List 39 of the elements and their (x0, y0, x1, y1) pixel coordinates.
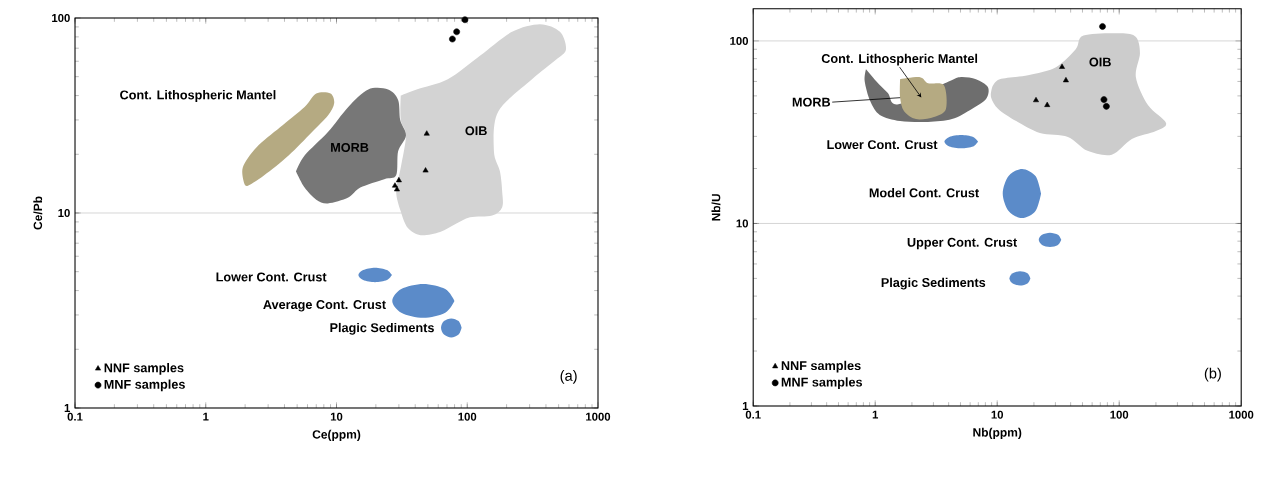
text: MORB (792, 97, 831, 107)
x-tick-label: 10 (991, 410, 1004, 419)
series-label: Lower Cont. Crust (827, 140, 938, 150)
y-axis-title: Nb/U (711, 194, 721, 221)
x-tick-label: 1000 (586, 412, 611, 421)
legend-label: NNF samples (781, 360, 861, 373)
series-label: Plagic Sediments (881, 277, 986, 290)
series-label: Plagic Sediments (330, 322, 434, 335)
annotation: (a) (560, 370, 577, 384)
y-tick-label: 1 (64, 404, 70, 412)
text: Lower Cont. Crust (216, 272, 327, 282)
y-tick-label: 100 (52, 13, 70, 22)
x-tick-label: 1 (872, 410, 879, 419)
x-tick-label: 0.1 (67, 412, 83, 421)
series-label: Average Cont. Crust (263, 300, 386, 312)
x-tick-label: 1 (203, 412, 209, 421)
x-axis-title: Ce(ppm) (312, 429, 361, 442)
series-label: MORB (331, 142, 369, 152)
series-label: Upper Cont. Crust (907, 237, 1018, 250)
x-tick-label: 0.1 (745, 410, 761, 419)
legend-label: MNF samples (104, 379, 185, 392)
annotation: (b) (1204, 367, 1221, 382)
series-label: Cont. Lithospheric Mantel (821, 53, 978, 66)
series-label: Model Cont. Crust (869, 188, 979, 198)
x-tick-label: 10 (330, 412, 343, 421)
legend-label: MNF samples (781, 377, 863, 390)
series-label: OIB (1089, 57, 1111, 67)
x-axis-title: Nb(ppm) (973, 427, 1022, 440)
y-axis-title: Ce/Pb (33, 196, 43, 230)
y-tick-label: 10 (736, 219, 749, 228)
x-tick-label: 1000 (1229, 410, 1254, 419)
series-label: Cont. Lithospheric Mantel (120, 90, 276, 102)
y-tick-label: 1 (742, 402, 749, 410)
series-label: OIB (465, 126, 487, 136)
x-tick-label: 100 (458, 412, 477, 421)
y-tick-label: 10 (58, 208, 70, 217)
x-tick-label: 100 (1110, 410, 1129, 419)
legend-label: NNF samples (104, 362, 184, 375)
y-tick-label: 100 (730, 36, 749, 45)
